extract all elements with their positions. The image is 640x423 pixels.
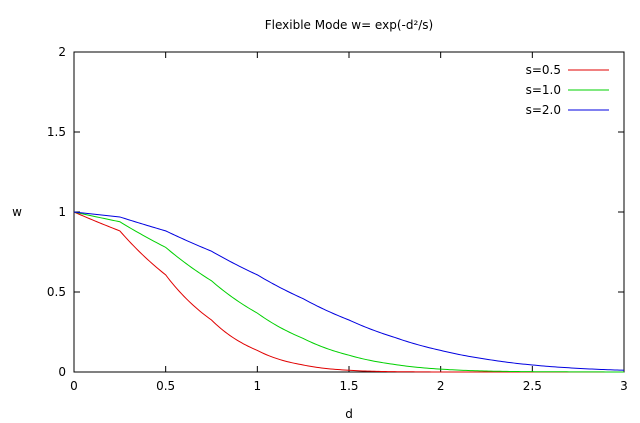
y-tick-label: 1	[58, 205, 66, 219]
legend-label: s=2.0	[526, 103, 561, 117]
series-line-s=2.0	[73, 211, 625, 371]
x-tick-label: 0	[70, 379, 78, 393]
y-tick-label: 0.5	[47, 285, 66, 299]
x-axis-label: d	[345, 407, 353, 421]
x-tick-label: 2	[437, 379, 445, 393]
series-lines	[73, 211, 625, 373]
y-tick-label: 1.5	[47, 125, 66, 139]
series-line-s=1.0	[73, 211, 625, 373]
legend-label: s=1.0	[526, 83, 561, 97]
y-axis-label: w	[12, 205, 22, 219]
y-tick-label: 2	[58, 45, 66, 59]
x-tick-label: 3	[620, 379, 628, 393]
plot-frame	[73, 51, 625, 373]
legend-label: s=0.5	[526, 63, 561, 77]
legend: s=0.5 s=1.0 s=2.0	[526, 63, 609, 117]
y-tick-label: 0	[58, 365, 66, 379]
x-tick-label: 1.5	[339, 379, 358, 393]
axis-ticks: 0 0.5 1 1.5 2 2.5 3 0 0.5 1 1.5 2	[47, 45, 628, 393]
series-line-s=0.5	[73, 211, 624, 373]
chart-title: Flexible Mode w= exp(-d²/s)	[265, 18, 434, 32]
x-tick-label: 2.5	[523, 379, 542, 393]
x-tick-label: 0.5	[156, 379, 175, 393]
x-tick-label: 1	[254, 379, 262, 393]
